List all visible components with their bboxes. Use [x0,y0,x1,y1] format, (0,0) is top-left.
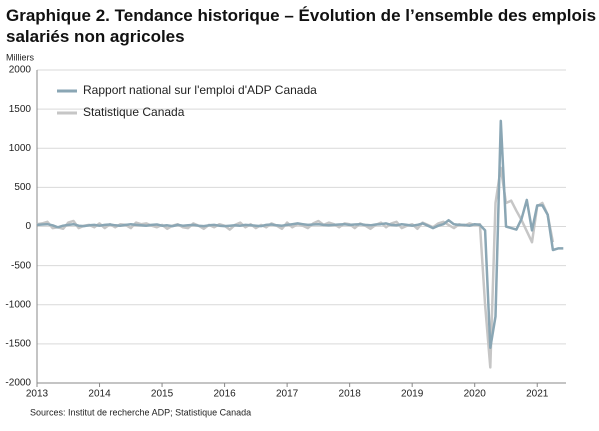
x-tick-label: 2013 [26,389,49,400]
y-tick-label: 1500 [9,104,32,115]
y-tick-label: 1000 [9,143,32,154]
y-tick-label: -1000 [5,299,31,310]
y-tick-label: 2000 [9,65,32,76]
y-tick-label: 500 [14,182,31,193]
series-line [36,166,555,369]
y-tick-label: -1500 [5,339,31,350]
x-tick-label: 2019 [401,389,424,400]
series-line [36,119,564,350]
x-tick-label: 2018 [339,389,362,400]
x-tick-label: 2015 [151,389,174,400]
chart-title: Graphique 2. Tendance historique – Évolu… [6,6,596,46]
y-tick-label: -500 [11,260,31,271]
x-tick-label: 2020 [464,389,487,400]
legend-label: Statistique Canada [83,105,185,119]
y-unit-label: Milliers [6,52,34,62]
source-note: Sources: Institut de recherche ADP; Stat… [30,407,251,417]
y-tick-label: -2000 [5,378,31,389]
y-tick-label: 0 [25,221,31,232]
x-tick-label: 2016 [213,389,236,400]
x-tick-label: 2014 [88,389,111,400]
x-tick-label: 2021 [526,389,549,400]
x-tick-label: 2017 [276,389,299,400]
legend-label: Rapport national sur l'emploi d'ADP Cana… [83,83,317,97]
